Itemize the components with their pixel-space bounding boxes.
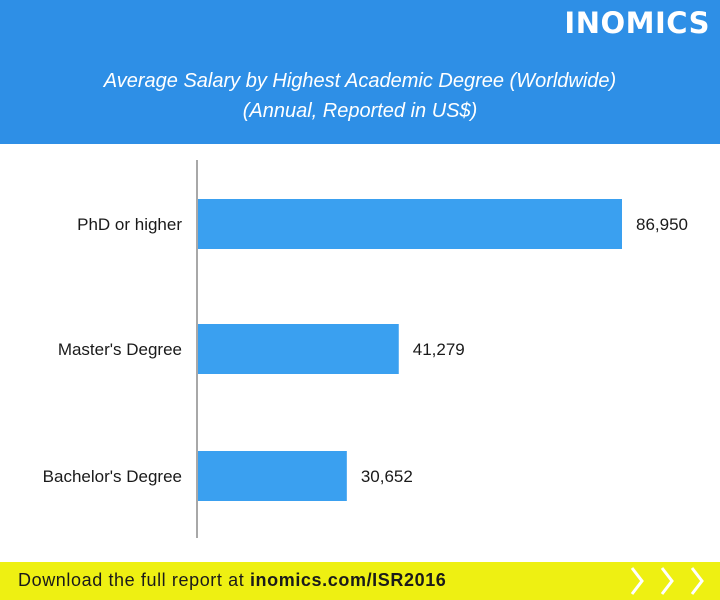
value-label-1: 41,279: [413, 340, 465, 359]
value-label-0: 86,950: [636, 215, 688, 234]
category-label-2: Bachelor's Degree: [43, 467, 182, 486]
bar-1: [197, 324, 399, 374]
bar-chart: PhD or higher 86,950 Master's Degree 41,279…: [0, 144, 720, 560]
bar-0: [197, 199, 622, 249]
footer-banner: Download the full report at inomics.com/…: [0, 562, 720, 600]
footer-prefix: Download the full report at: [18, 570, 245, 590]
bar-2: [197, 451, 347, 501]
footer-text: Download the full report at inomics.com/…: [18, 570, 446, 591]
chart-title-line1: Average Salary by Highest Academic Degre…: [103, 70, 617, 92]
header-banner: INOMICS Average Salary by Highest Academ…: [0, 0, 720, 144]
value-label-2: 30,652: [361, 467, 413, 486]
chart-title: Average Salary by Highest Academic Degre…: [0, 66, 720, 126]
chevron-arrows-icon: [630, 567, 704, 595]
category-label-0: PhD or higher: [77, 215, 182, 234]
brand-logo: INOMICS: [564, 6, 710, 40]
bar-chart-svg: PhD or higher 86,950 Master's Degree 41,279…: [43, 160, 688, 538]
footer-link[interactable]: inomics.com/ISR2016: [249, 570, 447, 590]
chart-title-line2: (Annual, Reported in US$): [242, 100, 478, 122]
category-label-1: Master's Degree: [58, 340, 182, 359]
